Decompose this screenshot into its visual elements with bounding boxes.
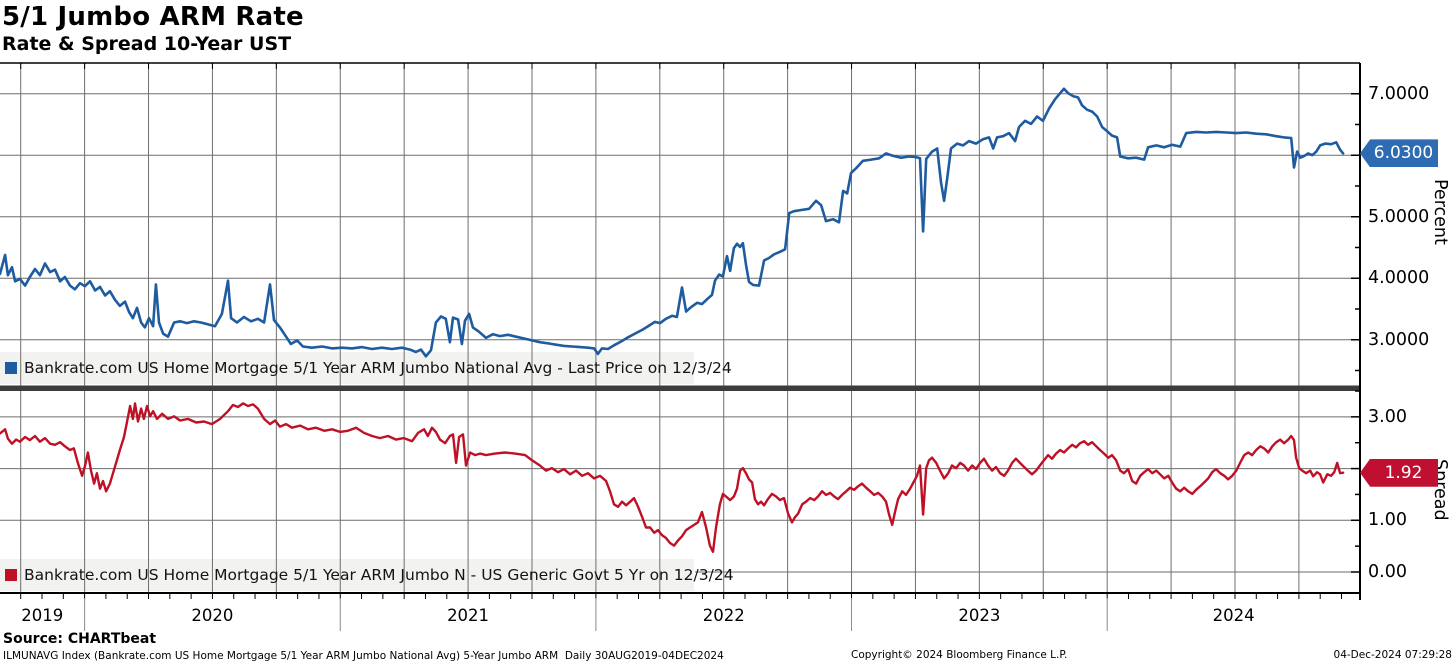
timestamp-label: 04-Dec-2024 07:29:28 [1333, 649, 1452, 661]
x-year-label-2020: 2020 [191, 606, 234, 625]
rate-series-swatch-icon [5, 362, 17, 374]
rate-legend-label: Bankrate.com US Home Mortgage 5/1 Year A… [24, 359, 732, 377]
rate-y-tick-label: 4.0000 [1368, 268, 1430, 289]
x-year-label-2019: 2019 [21, 606, 64, 625]
spread-legend-background [0, 559, 694, 591]
rate-y-tick-label: 3.0000 [1368, 329, 1430, 350]
page-title: 5/1 Jumbo ARM Rate [2, 2, 304, 32]
spread-y-tick-label: 1.00 [1368, 510, 1407, 531]
page-subtitle: Rate & Spread 10-Year UST [2, 33, 292, 55]
rate-y-tick-label: 7.0000 [1368, 83, 1430, 104]
spread-y-tick-label: 0.00 [1368, 562, 1407, 582]
x-year-label-2021: 2021 [447, 606, 490, 625]
last-price-badge-spread: 1.92 [1360, 458, 1438, 487]
copyright-label: Copyright© 2024 Bloomberg Finance L.P. [851, 649, 1068, 661]
spread-legend: Bankrate.com US Home Mortgage 5/1 Year A… [5, 559, 734, 591]
source-label: Source: CHARTbeat [3, 631, 157, 647]
x-year-label-2022: 2022 [702, 606, 745, 625]
spread-series-swatch-icon [5, 569, 17, 581]
rate-axis-title: Percent [1430, 179, 1450, 245]
index-description: ILMUNAVG Index (Bankrate.com US Home Mor… [3, 650, 724, 662]
rate-y-tick-label: 5.0000 [1368, 206, 1430, 227]
last-price-badge-rate: 6.0300 [1360, 139, 1438, 168]
spread-legend-label: Bankrate.com US Home Mortgage 5/1 Year A… [24, 566, 734, 584]
x-year-label-2024: 2024 [1212, 606, 1255, 625]
rate-legend: Bankrate.com US Home Mortgage 5/1 Year A… [5, 352, 732, 384]
spread-y-tick-label: 3.00 [1368, 406, 1407, 427]
x-year-label-2023: 2023 [958, 606, 1001, 625]
